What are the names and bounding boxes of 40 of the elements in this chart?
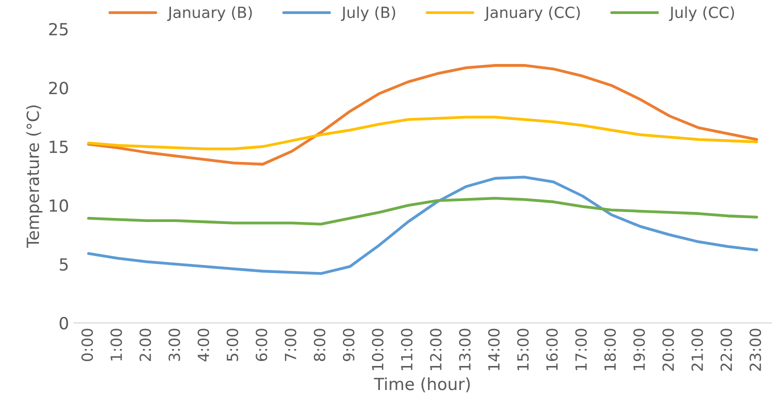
y-tick-label: 25 — [49, 22, 68, 36]
x-tick-label: 17:00 — [575, 328, 587, 370]
y-tick-label: 10 — [50, 199, 68, 212]
line-series — [87, 196, 758, 226]
legend-label: January (CC) — [484, 6, 580, 22]
x-tick-label: 5:00 — [226, 328, 238, 361]
x-tick-label: 23:00 — [750, 328, 762, 371]
legend-label: July (CC) — [668, 6, 734, 22]
x-tick-label: 11:00 — [400, 328, 413, 370]
x-tick-label: 2:00 — [140, 328, 152, 361]
x-tick-label: 12:00 — [430, 328, 442, 370]
x-tick-label: 10:00 — [372, 328, 384, 370]
line-series — [87, 64, 758, 166]
x-tick-label: 1:00 — [110, 328, 122, 360]
x-tick-label: 19:00 — [633, 328, 645, 370]
line-series — [87, 176, 758, 275]
x-tick-label: 21:00 — [691, 328, 704, 371]
x-tick-label: 4:00 — [198, 328, 210, 362]
x-tick-label: 8:00 — [314, 328, 326, 362]
x-tick-label: 20:00 — [662, 328, 674, 371]
y-tick-label: 0 — [60, 316, 68, 330]
x-tick-label: 0:00 — [81, 328, 93, 362]
x-tick-label: 14:00 — [488, 328, 500, 370]
y-axis-title: Temperature (°C) — [26, 105, 42, 248]
y-tick-label: 20 — [49, 82, 68, 94]
x-tick-label: 15:00 — [517, 328, 529, 370]
y-tick-label: 15 — [50, 140, 68, 154]
x-tick-label: 3:00 — [168, 328, 180, 361]
legend-label: July (B) — [340, 6, 396, 22]
x-tick-label: 9:00 — [342, 328, 354, 362]
x-tick-label: 18:00 — [604, 328, 616, 370]
legend-label: January (B) — [167, 6, 252, 22]
x-axis-title: Time (hour) — [374, 377, 470, 392]
x-tick-label: 13:00 — [459, 328, 471, 370]
x-tick-label: 16:00 — [546, 328, 558, 370]
line-series — [87, 116, 758, 150]
x-tick-label: 7:00 — [284, 328, 296, 361]
x-tick-label: 22:00 — [720, 328, 732, 371]
y-tick-label: 5 — [60, 258, 68, 271]
x-tick-label: 6:00 — [256, 328, 268, 362]
